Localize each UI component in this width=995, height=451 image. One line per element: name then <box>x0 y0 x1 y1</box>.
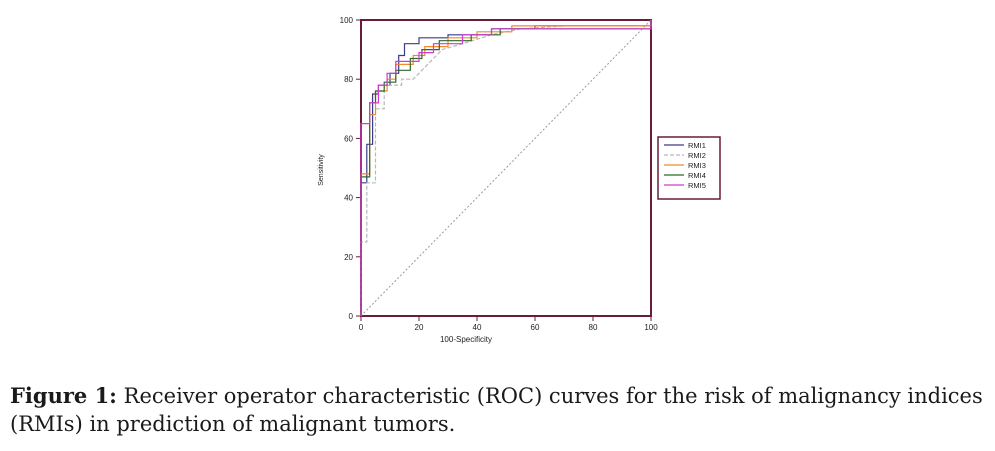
legend-label-rmi2: RMI2 <box>688 151 706 160</box>
x-tick-label: 0 <box>359 323 364 332</box>
y-axis-label: Sensitivity <box>318 154 325 186</box>
x-tick-label: 40 <box>473 323 482 332</box>
figure-caption: Figure 1: Receiver operator characterist… <box>10 382 985 438</box>
legend-label-rmi1: RMI1 <box>688 141 706 150</box>
x-tick-label: 100 <box>644 323 658 332</box>
figure-caption-text: Receiver operator characteristic (ROC) c… <box>10 384 983 436</box>
x-tick-label: 80 <box>589 323 598 332</box>
x-tick-label: 20 <box>415 323 424 332</box>
reference-diagonal-line <box>360 19 652 317</box>
legend-label-rmi4: RMI4 <box>688 171 706 180</box>
y-tick-label: 40 <box>344 194 353 203</box>
legend-box <box>657 136 721 200</box>
y-tick-label: 0 <box>349 312 354 321</box>
series-line-rmi3 <box>360 20 652 316</box>
x-axis-label: 100-Specificity <box>440 335 492 344</box>
x-tick-label: 60 <box>531 323 540 332</box>
legend-label-rmi3: RMI3 <box>688 161 706 170</box>
series-line-rmi5 <box>360 20 652 316</box>
series-line-rmi2 <box>360 20 652 316</box>
figure-label: Figure 1: <box>10 383 117 408</box>
y-tick-label: 80 <box>344 75 353 84</box>
y-tick-label: 60 <box>344 134 353 143</box>
legend-label-rmi5: RMI5 <box>688 181 706 190</box>
y-tick-label: 20 <box>344 253 353 262</box>
y-tick-label: 100 <box>340 16 354 25</box>
